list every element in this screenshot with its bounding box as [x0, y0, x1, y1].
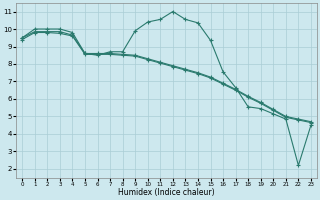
X-axis label: Humidex (Indice chaleur): Humidex (Indice chaleur) — [118, 188, 215, 197]
